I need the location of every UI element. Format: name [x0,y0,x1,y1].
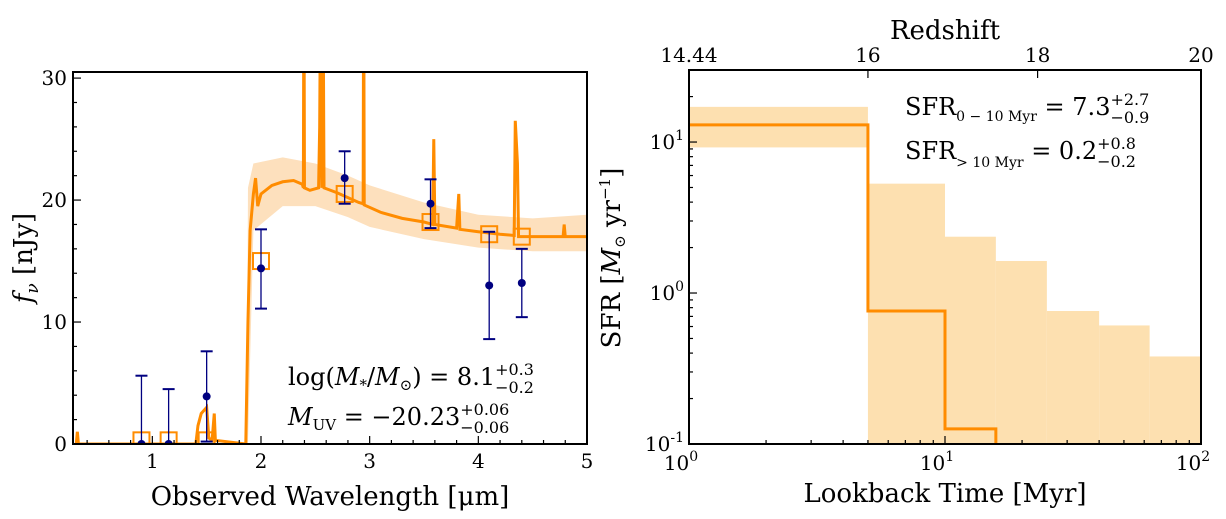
y-tick-base: 10 [650,130,675,154]
sfr-recent-annotation: SFR0 − 10 Myr = 7.3+2.7 [905,90,1149,125]
sfr-recent-lower-error: −0.9 [1110,108,1149,127]
photometry-point [340,174,349,183]
x-tick-exponent: 0 [689,449,698,465]
y-tick-label: 0 [54,432,67,456]
photometry-point [485,281,494,290]
redshift-tick-label: 20 [1188,43,1213,67]
photometry-point [517,279,526,288]
sed-panel: 1 2 3 4 5 0 10 20 30 Observed Wavelength [μm] fν… [9,66,594,512]
x-tick-exponent: 2 [1201,449,1210,465]
sed-x-axis-label: Observed Wavelength [μm] [151,482,510,512]
x-tick-label: 100 [664,449,698,475]
y-tick-exponent: -1 [670,430,684,446]
y-tick-base: 10 [650,281,675,305]
sfr-uncertainty-bin [689,106,868,148]
x-tick-base: 10 [920,451,945,475]
x-tick-label: 3 [363,449,376,473]
stellar-mass-lower-error: −0.2 [495,378,534,397]
x-tick-label: 5 [581,449,594,473]
sed-plot-area [74,72,587,444]
sfr-uncertainty-bin [995,260,1047,444]
y-tick-label: 10-1 [645,430,684,456]
x-tick-base: 10 [664,451,689,475]
x-tick-label: 2 [255,449,268,473]
photometry-point [426,199,435,208]
sfr-uncertainty-bin [1046,311,1100,444]
sfr-median-step-line [689,123,998,444]
x-tick-base: 10 [1176,451,1201,475]
sfr-uncertainty-bin [1149,356,1201,444]
sed-ticks: 1 2 3 4 5 0 10 20 30 [42,66,594,473]
redshift-tick-label: 16 [855,43,880,67]
stellar-mass-annotation: log(M*/M⊙) = 8.1+0.3 [288,360,534,394]
muv-lower-error: −0.06 [460,418,509,437]
y-tick-base: 10 [645,432,670,456]
x-tick-label: 101 [920,449,954,475]
y-tick-label: 101 [650,128,684,154]
photometry-point [202,392,211,401]
x-tick-label: 1 [146,449,159,473]
sed-y-axis-label: fν [nJy] [9,213,43,305]
y-tick-exponent: 0 [675,279,684,295]
redshift-tick-label: 14.44 [660,43,717,67]
x-tick-label: 4 [472,449,485,473]
model-photometry-square [512,227,531,246]
photometry-point [256,264,265,273]
muv-annotation: MUV = −20.23+0.06 [287,400,509,434]
sfh-plot-area [689,106,1201,444]
sfr-uncertainty-bin [867,183,945,444]
redshift-axis-label: Redshift [890,16,1001,46]
y-tick-exponent: 1 [675,128,684,144]
y-tick-label: 30 [42,66,67,90]
sfh-x-axis-label: Lookback Time [Myr] [803,479,1086,509]
sfr-old-annotation: SFR> 10 Myr = 0.2+0.8 [905,134,1136,171]
sfr-uncertainty-bin [945,236,996,444]
y-tick-label: 10 [42,310,67,334]
model-uncertainty-band [246,157,587,444]
y-tick-label: 20 [42,188,67,212]
redshift-tick-label: 18 [1025,43,1050,67]
x-tick-exponent: 1 [945,449,954,465]
x-tick-label: 102 [1176,449,1210,475]
sed-axes-frame [72,71,588,445]
y-tick-label: 100 [650,279,684,305]
sfr-uncertainty-bin [1099,325,1150,444]
sfh-y-axis-label: SFR [M⊙ yr−1] [596,168,629,349]
sfr-old-lower-error: −0.2 [1097,152,1136,171]
